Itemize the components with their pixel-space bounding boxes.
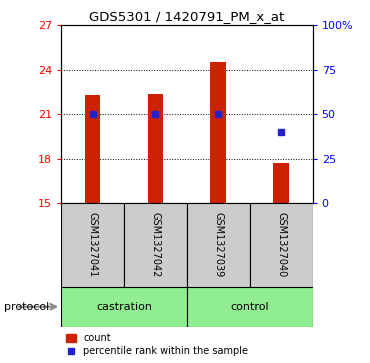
Text: control: control <box>231 302 269 312</box>
Title: GDS5301 / 1420791_PM_x_at: GDS5301 / 1420791_PM_x_at <box>89 10 285 23</box>
Bar <box>273 163 289 203</box>
Bar <box>124 203 187 287</box>
Text: GSM1327042: GSM1327042 <box>150 212 161 278</box>
Text: GSM1327041: GSM1327041 <box>87 212 98 278</box>
Bar <box>250 203 313 287</box>
Text: castration: castration <box>96 302 152 312</box>
Text: protocol: protocol <box>4 302 49 312</box>
Bar <box>61 203 124 287</box>
Bar <box>187 203 250 287</box>
Bar <box>148 94 163 203</box>
Text: GSM1327040: GSM1327040 <box>276 212 286 278</box>
Bar <box>61 287 187 327</box>
Bar <box>211 62 226 203</box>
Bar <box>85 95 100 203</box>
Legend: count, percentile rank within the sample: count, percentile rank within the sample <box>66 333 248 356</box>
Text: GSM1327039: GSM1327039 <box>213 212 223 278</box>
Bar <box>187 287 313 327</box>
